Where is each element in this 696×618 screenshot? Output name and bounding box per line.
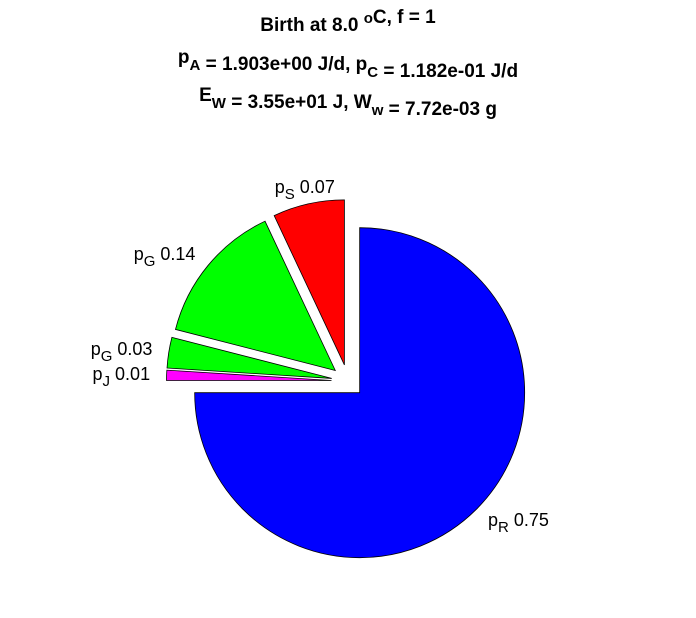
label-value: 0.03 bbox=[117, 339, 152, 359]
chart-title: EW = 3.55e+01 J, Ww = 7.72e-03 g bbox=[199, 85, 497, 120]
chart-title: Birth at 8.0 oC, f = 1 bbox=[260, 7, 436, 36]
title-text: = 3.55e+01 J, W bbox=[226, 92, 372, 113]
label-value: 0.75 bbox=[514, 510, 549, 530]
slice-label: pG 0.03 bbox=[91, 339, 153, 365]
label-value: 0.14 bbox=[160, 244, 195, 264]
label-base: p bbox=[275, 177, 285, 197]
slice-label: pR 0.75 bbox=[488, 510, 549, 536]
title-text: C, f = 1 bbox=[373, 7, 436, 28]
label-value: 0.01 bbox=[115, 364, 150, 384]
label-subscript: S bbox=[285, 186, 295, 203]
label-base: p bbox=[93, 364, 103, 384]
pie-slice bbox=[174, 220, 337, 372]
slice-label: pG 0.14 bbox=[134, 244, 196, 270]
pie-slice bbox=[273, 199, 345, 366]
subscript: A bbox=[190, 57, 201, 74]
subscript: W bbox=[212, 95, 227, 112]
pie-slice bbox=[166, 336, 332, 379]
label-subscript: R bbox=[498, 519, 509, 536]
label-base: p bbox=[134, 244, 144, 264]
pie-slice bbox=[194, 227, 526, 559]
label-subscript: G bbox=[101, 348, 113, 365]
label-subscript: G bbox=[144, 253, 156, 270]
label-subscript: J bbox=[103, 373, 111, 390]
title-text: = 7.72e-03 g bbox=[383, 99, 497, 120]
chart-title: pA = 1.903e+00 J/d, pC = 1.182e-01 J/d bbox=[178, 47, 518, 82]
label-base: p bbox=[488, 510, 498, 530]
title-text: E bbox=[199, 85, 212, 106]
title-text: = 1.182e-01 J/d bbox=[378, 61, 518, 82]
label-base: p bbox=[91, 339, 101, 359]
superscript: o bbox=[364, 10, 373, 27]
slice-label: pS 0.07 bbox=[275, 177, 335, 203]
pie-slice bbox=[166, 369, 332, 381]
subscript: C bbox=[367, 64, 378, 81]
subscript: w bbox=[371, 102, 384, 119]
title-text: p bbox=[178, 47, 190, 68]
slice-label: pJ 0.01 bbox=[93, 364, 151, 390]
title-text: Birth at 8.0 bbox=[260, 15, 363, 36]
label-value: 0.07 bbox=[300, 177, 335, 197]
title-text: = 1.903e+00 J/d, p bbox=[200, 54, 367, 75]
